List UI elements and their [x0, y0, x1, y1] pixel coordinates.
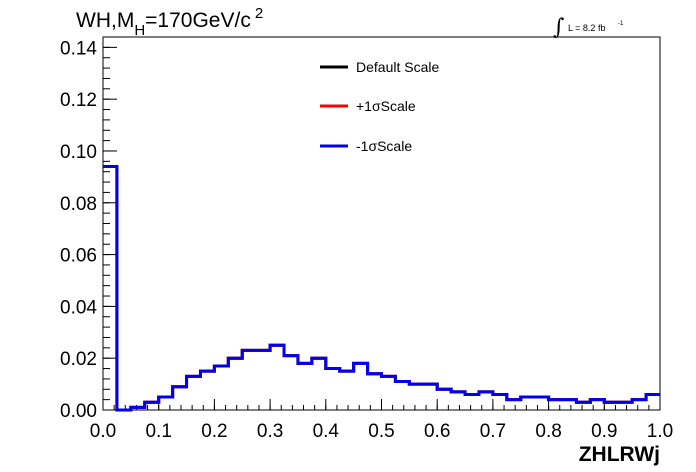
- y-tick-label: 0.14: [60, 38, 97, 59]
- title-part2: =170GeV/c: [145, 9, 251, 32]
- chart-title: WH,MH=170GeV/c 2: [76, 5, 263, 39]
- x-tick-label: 0.5: [368, 421, 394, 442]
- y-tick-label: 0.08: [60, 194, 97, 215]
- x-axis-label: ZHLRWj: [579, 443, 660, 466]
- x-axis: 0.0 0.1 0.2 0.3 0.4 0.5 0.6 0.7 0.8 0.9 1.0: [90, 399, 673, 442]
- x-tick-label: 0.3: [257, 421, 283, 442]
- title-subscript: H: [134, 22, 145, 39]
- plot-frame: [102, 36, 661, 411]
- legend-label-minus1sigma: -1σScale: [356, 138, 412, 154]
- x-tick-label: 0.1: [145, 421, 171, 442]
- series-line-2: [103, 165, 660, 412]
- y-tick-label: 0.00: [60, 401, 97, 422]
- y-tick-label: 0.12: [60, 90, 97, 111]
- title-superscript: 2: [255, 5, 263, 22]
- lumi-text: L = 8.2 fb: [568, 23, 605, 33]
- luminosity-annotation: ∫ L = 8.2 fb -1: [553, 15, 624, 40]
- x-tick-label: 0.4: [313, 421, 340, 442]
- x-tick-label: 0.6: [424, 421, 450, 442]
- title-part1: WH,M: [76, 9, 134, 32]
- integral-symbol: ∫: [553, 15, 565, 40]
- series-layer: [103, 165, 660, 412]
- x-tick-label: 0.7: [480, 421, 506, 442]
- lumi-superscript: -1: [618, 21, 624, 27]
- x-tick-label: 1.0: [647, 421, 673, 442]
- legend-label-plus1sigma: +1σScale: [356, 98, 416, 114]
- y-tick-label: 0.04: [60, 297, 97, 318]
- x-tick-label: 0.0: [90, 421, 116, 442]
- y-tick-label: 0.10: [60, 142, 97, 163]
- x-tick-label: 0.2: [201, 421, 227, 442]
- y-tick-label: 0.02: [60, 349, 97, 370]
- x-tick-label: 0.9: [591, 421, 617, 442]
- legend: Default Scale +1σScale -1σScale: [320, 59, 439, 154]
- x-tick-label: 0.8: [535, 421, 561, 442]
- y-axis: 0.00 0.02 0.04 0.06 0.08 0.10 0.12 0.14: [60, 36, 117, 422]
- y-tick-label: 0.06: [60, 246, 97, 267]
- legend-label-default: Default Scale: [356, 59, 439, 75]
